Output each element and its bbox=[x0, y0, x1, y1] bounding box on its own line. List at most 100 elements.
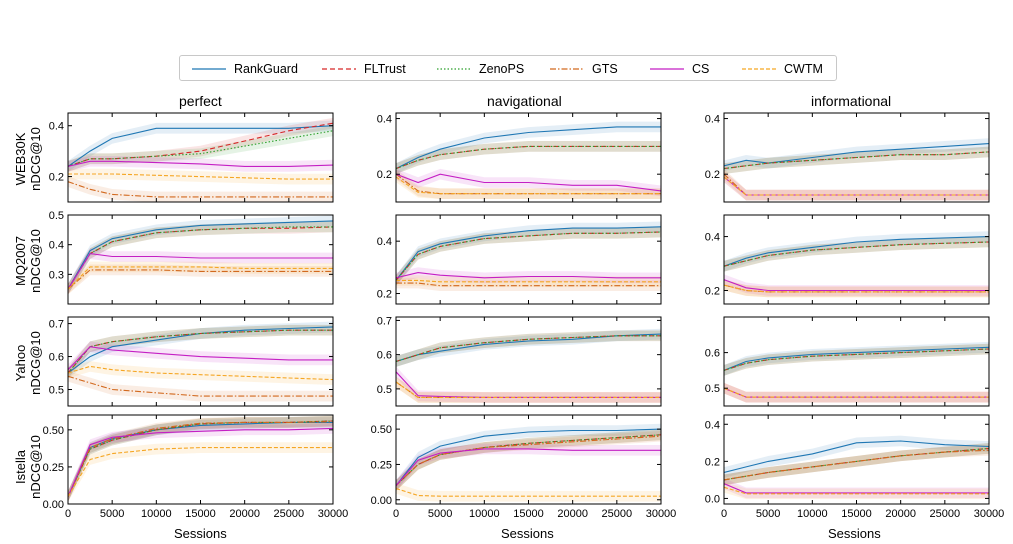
plot-area bbox=[396, 423, 661, 502]
legend-label: RankGuard bbox=[234, 62, 298, 76]
plot-area bbox=[724, 341, 989, 403]
column-title-informational: informational bbox=[811, 93, 892, 109]
band-cwtm bbox=[68, 361, 333, 385]
panel-istella-informational: 0.0 0.2 0.4 0 5000 10000 15000 20000 25000 30000 bbox=[705, 414, 1005, 520]
band-zenops bbox=[68, 415, 333, 502]
band-fltrust bbox=[724, 236, 989, 272]
line-zenops bbox=[724, 241, 989, 267]
legend: RankGuard FLTrust ZenoPS GTS CS CWTM bbox=[179, 55, 837, 81]
plot-area bbox=[68, 415, 333, 502]
y-tick-label: 0.25 bbox=[43, 462, 64, 474]
band-cwtm bbox=[68, 442, 333, 502]
band-cs bbox=[724, 171, 989, 201]
band-gts bbox=[396, 277, 661, 292]
line-zenops bbox=[396, 231, 661, 281]
line-cwtm bbox=[68, 173, 333, 180]
band-zenops bbox=[724, 146, 989, 174]
x-tick-label: 30000 bbox=[318, 508, 349, 520]
column-title-perfect: perfect bbox=[179, 93, 222, 109]
band-fltrust bbox=[396, 226, 661, 286]
x-tick-label: 10000 bbox=[141, 508, 172, 520]
band-zenops bbox=[396, 330, 661, 367]
panel-yahoo-perfect: 0.5 0.6 0.7 bbox=[49, 316, 334, 407]
y-tick-label: 0.2 bbox=[705, 169, 720, 181]
y-tick-label: 0.5 bbox=[49, 210, 64, 222]
y-tick-label: 0.2 bbox=[377, 289, 392, 301]
x-axis-label: Sessions bbox=[501, 526, 554, 541]
line-cwtm bbox=[396, 487, 661, 497]
y-tick-label: 0.2 bbox=[49, 172, 64, 184]
panel-yahoo-navigational: 0.5 0.6 0.7 bbox=[377, 315, 662, 407]
line-cwtm bbox=[396, 279, 661, 283]
band-cs bbox=[68, 423, 333, 502]
y-tick-label: 0.4 bbox=[377, 236, 392, 248]
x-tick-label: 30000 bbox=[974, 508, 1005, 520]
x-axis-label: Sessions bbox=[828, 526, 881, 541]
band-zenops bbox=[68, 125, 333, 172]
band-rankguard bbox=[724, 138, 989, 172]
line-gts bbox=[68, 421, 333, 497]
plot-area bbox=[724, 231, 989, 298]
y-tick-label: 0.4 bbox=[705, 232, 720, 244]
line-zenops bbox=[68, 329, 333, 374]
band-cs bbox=[396, 443, 661, 491]
y-tick-label: 0.4 bbox=[49, 121, 64, 133]
line-fltrust bbox=[724, 348, 989, 371]
band-gts bbox=[68, 370, 333, 402]
line-cs bbox=[724, 279, 989, 292]
band-fltrust bbox=[68, 324, 333, 379]
plot-area bbox=[724, 138, 989, 201]
panel-web30k-perfect: 0.2 0.4 bbox=[49, 112, 334, 203]
line-rankguard bbox=[396, 126, 661, 170]
band-cwtm bbox=[724, 382, 989, 403]
line-gts bbox=[68, 375, 333, 397]
line-cs bbox=[68, 346, 333, 371]
legend-label: CS bbox=[692, 62, 710, 76]
band-cwtm bbox=[396, 171, 661, 199]
legend-swatch-gts bbox=[550, 68, 584, 70]
band-cwtm bbox=[724, 481, 989, 500]
line-cwtm bbox=[724, 486, 989, 495]
band-cwtm bbox=[396, 376, 661, 403]
y-tick-label: 0.6 bbox=[377, 350, 392, 362]
y-tick-label: 0.00 bbox=[371, 495, 392, 507]
y-tick-label: 0.3 bbox=[49, 269, 64, 281]
band-gts bbox=[68, 416, 333, 502]
x-tick-label: 0 bbox=[393, 508, 399, 520]
band-cs bbox=[396, 366, 661, 403]
band-rankguard bbox=[724, 435, 989, 478]
x-tick-label: 10000 bbox=[469, 508, 500, 520]
line-zenops bbox=[396, 145, 661, 170]
line-rankguard bbox=[396, 428, 661, 486]
band-zenops bbox=[68, 324, 333, 379]
band-rankguard bbox=[396, 328, 661, 367]
plot-area bbox=[68, 215, 333, 295]
y-tick-label: 0.7 bbox=[377, 315, 392, 327]
y-tick-label: 0.0 bbox=[705, 493, 720, 505]
y-tick-label: 0.25 bbox=[371, 459, 392, 471]
line-rankguard bbox=[724, 440, 989, 474]
band-cs bbox=[68, 341, 333, 376]
line-rankguard bbox=[68, 220, 333, 290]
y-tick-label: 0.50 bbox=[43, 425, 64, 437]
panel-mq2007-perfect: 0.3 0.4 0.5 bbox=[49, 210, 334, 305]
line-cs bbox=[68, 160, 333, 167]
line-rankguard bbox=[68, 125, 333, 167]
band-fltrust bbox=[68, 221, 333, 295]
plot-area bbox=[396, 121, 661, 199]
band-gts bbox=[396, 430, 661, 491]
line-cwtm bbox=[68, 365, 333, 381]
legend-label: FLTrust bbox=[364, 62, 406, 76]
band-gts bbox=[68, 176, 333, 202]
panel-yahoo-informational: 0.5 0.6 bbox=[705, 316, 990, 407]
x-tick-label: 5000 bbox=[100, 508, 124, 520]
band-gts bbox=[396, 168, 661, 199]
x-tick-label: 25000 bbox=[274, 508, 305, 520]
y-tick-label: 0.00 bbox=[43, 499, 64, 511]
panel-istella-navigational: 0.00 0.25 0.50 0 5000 10000 15000 20000 25000 300… bbox=[371, 414, 676, 520]
y-tick-label: 0.4 bbox=[49, 240, 64, 252]
line-gts bbox=[396, 435, 661, 486]
y-tick-label: 0.6 bbox=[49, 352, 64, 364]
band-gts bbox=[396, 376, 661, 403]
band-rankguard bbox=[68, 321, 333, 379]
